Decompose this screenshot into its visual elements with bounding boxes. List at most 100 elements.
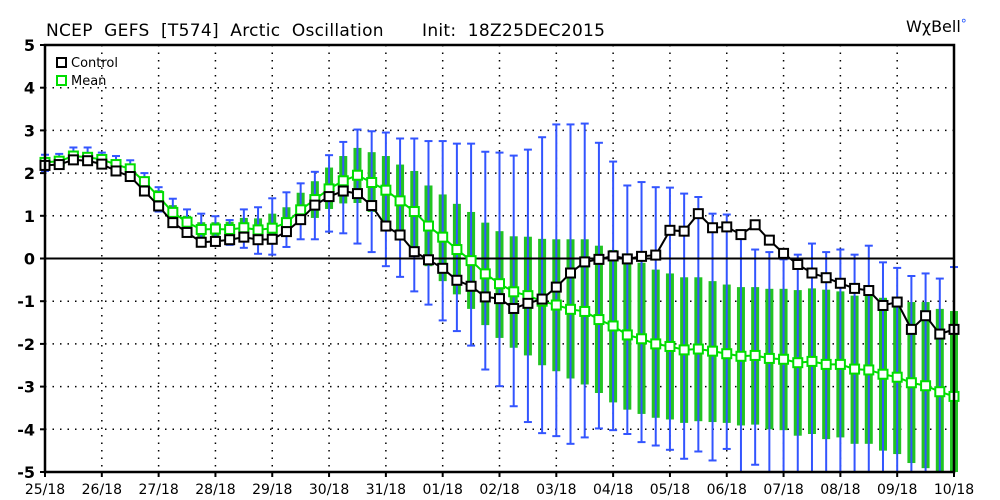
control-point — [437, 262, 449, 274]
y-tick-label: -5 — [17, 463, 35, 482]
spread-37 — [566, 123, 575, 445]
mean-point — [351, 169, 363, 181]
spread-38 — [580, 122, 589, 439]
mean-point — [920, 380, 932, 392]
control-point — [834, 277, 846, 289]
spread-46 — [694, 196, 703, 453]
mean-point — [565, 303, 577, 315]
control-point — [422, 254, 434, 266]
spread-34 — [523, 148, 532, 424]
spread-24 — [381, 131, 390, 268]
mean-point — [763, 352, 775, 364]
mean-point — [749, 349, 761, 361]
spread-29 — [452, 142, 461, 333]
series-control — [39, 154, 960, 340]
control-point — [380, 220, 392, 232]
mean-point — [664, 340, 676, 352]
spread-35 — [538, 136, 547, 435]
x-tick-label: 02/18 — [479, 482, 519, 498]
spread-48 — [722, 213, 731, 450]
mean-point — [650, 338, 662, 350]
spread-36 — [552, 123, 561, 438]
control-point — [877, 299, 889, 311]
control-point — [67, 154, 79, 166]
y-tick-label: 1 — [24, 207, 35, 226]
mean-point — [394, 195, 406, 207]
x-tick-label: 27/18 — [138, 482, 178, 498]
mean-point — [252, 224, 264, 236]
y-tick-label: -3 — [17, 378, 35, 397]
control-point — [536, 293, 548, 305]
control-point — [465, 280, 477, 292]
control-point — [351, 188, 363, 200]
control-point — [550, 281, 562, 293]
control-point — [82, 155, 94, 167]
mean-point — [636, 333, 648, 345]
mean-point — [934, 386, 946, 398]
control-point — [593, 253, 605, 265]
x-tick-label: 01/18 — [423, 482, 463, 498]
spread-40 — [609, 160, 618, 432]
control-point — [905, 323, 917, 335]
control-point — [763, 234, 775, 246]
y-tick-label: -1 — [17, 292, 35, 311]
spread-47 — [708, 212, 717, 462]
control-point — [806, 267, 818, 279]
spread-23 — [367, 130, 376, 254]
x-tick-label: 06/18 — [707, 482, 747, 498]
spread-33 — [509, 154, 518, 408]
legend-marker-mean — [56, 75, 67, 86]
control-point — [181, 226, 193, 238]
logo-dot-icon: ° — [960, 17, 967, 31]
control-point — [650, 249, 662, 261]
spread-52 — [779, 258, 788, 472]
control-point — [224, 234, 236, 246]
wxbell-logo: WχBell° — [906, 17, 967, 36]
spread-32 — [495, 151, 504, 388]
x-tick-label: 08/18 — [820, 482, 860, 498]
mean-point — [422, 220, 434, 232]
control-point — [323, 191, 335, 203]
y-tick-label: -4 — [17, 420, 35, 439]
spread-42 — [637, 181, 646, 444]
mean-point — [195, 223, 207, 235]
mean-point — [607, 320, 619, 332]
mean-point — [465, 255, 477, 267]
mean-point — [593, 314, 605, 326]
control-point — [266, 233, 278, 245]
control-point — [678, 225, 690, 237]
control-point — [863, 285, 875, 297]
control-point — [707, 222, 719, 234]
logo-text: WχBell — [906, 17, 961, 36]
mean-point — [494, 278, 505, 290]
control-point — [508, 302, 520, 314]
mean-point — [337, 175, 349, 187]
control-point — [209, 235, 221, 247]
y-tick-label: 0 — [24, 250, 35, 269]
spread-59 — [878, 261, 887, 472]
mean-point — [153, 191, 165, 203]
spread-63 — [935, 277, 944, 472]
mean-point — [806, 355, 818, 367]
mean-point — [550, 299, 562, 311]
y-tick-label: 2 — [24, 164, 35, 183]
x-tick-label: 07/18 — [763, 482, 803, 498]
control-point — [920, 310, 932, 322]
y-tick-label: 5 — [24, 36, 35, 55]
x-tick-label: 28/18 — [195, 482, 235, 498]
legend-label-control: Control — [71, 56, 118, 71]
mean-point — [479, 268, 491, 280]
mean-point — [863, 364, 875, 376]
mean-point — [849, 363, 861, 375]
x-tick-label: 10/18 — [934, 482, 974, 498]
control-point — [96, 158, 108, 170]
control-point — [280, 226, 292, 238]
mean-point — [408, 206, 420, 218]
mean-point — [224, 223, 236, 235]
control-point — [238, 231, 250, 243]
mean-point — [451, 244, 463, 256]
x-tick-label: 29/18 — [252, 482, 292, 498]
mean-point — [366, 176, 378, 188]
spread-30 — [467, 142, 476, 347]
control-point — [621, 253, 633, 265]
